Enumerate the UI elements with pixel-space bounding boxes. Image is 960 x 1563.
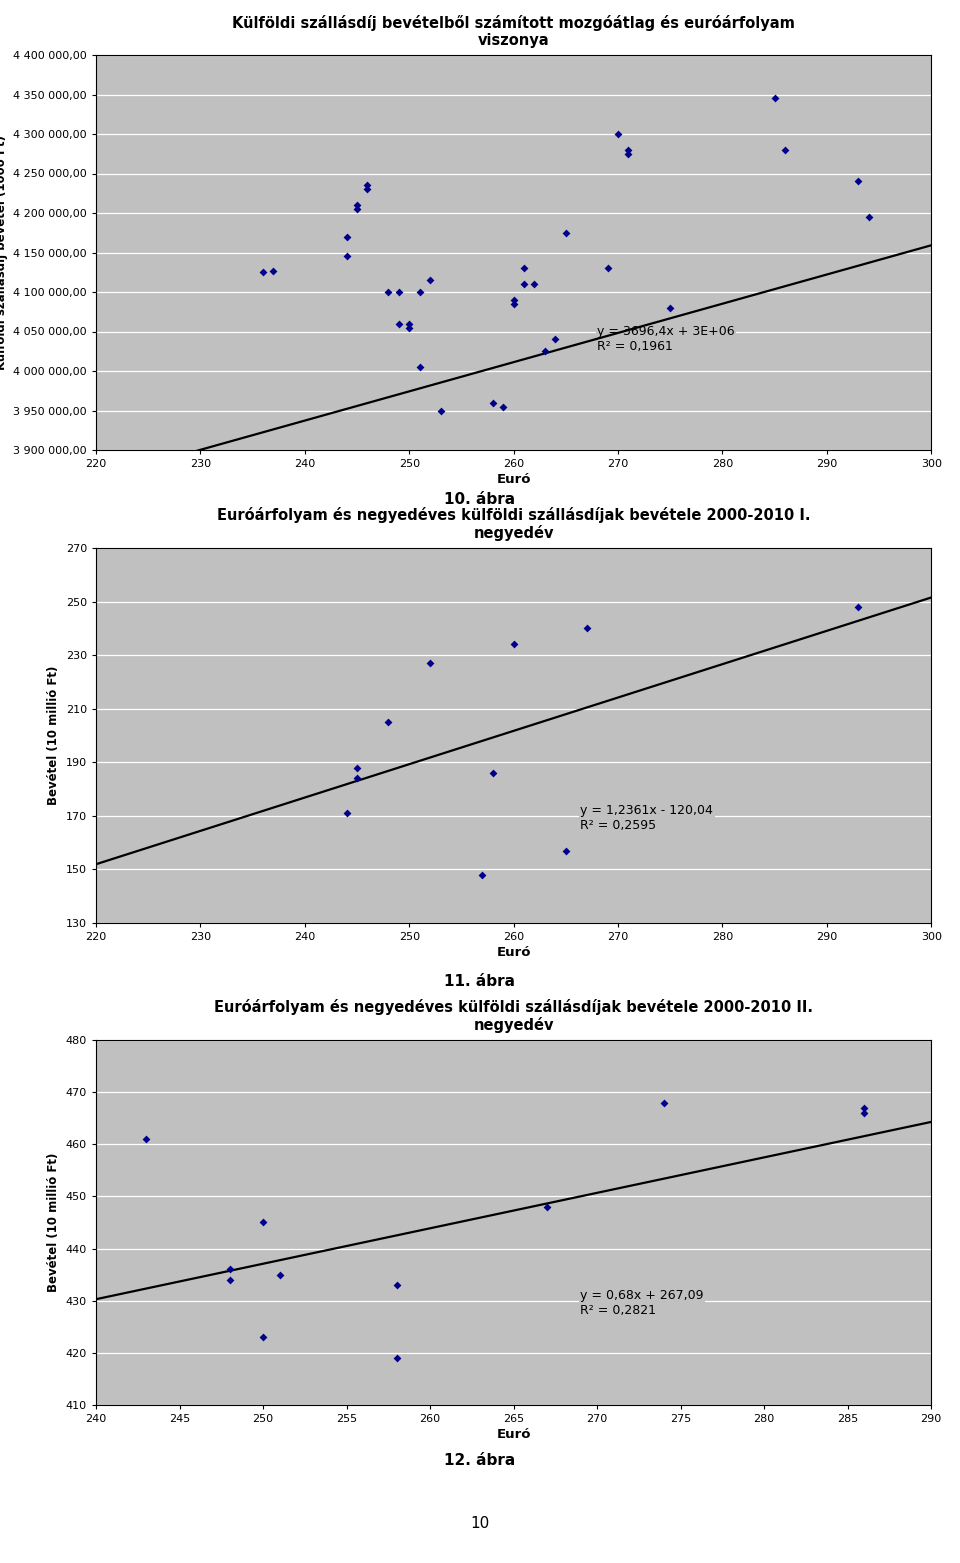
Y-axis label: Külföldi szállásdíj bevétel (1000 Ft): Külföldi szállásdíj bevétel (1000 Ft): [0, 134, 8, 370]
Point: [621, 141, 636, 166]
Point: [558, 220, 573, 245]
Point: [412, 280, 427, 305]
Text: 10. ábra: 10. ábra: [444, 491, 516, 506]
Point: [611, 122, 626, 147]
Point: [401, 311, 417, 336]
Point: [389, 1346, 404, 1371]
Text: y = 1,2361x - 120,04
R² = 0,2595: y = 1,2361x - 120,04 R² = 0,2595: [581, 803, 713, 832]
X-axis label: Euró: Euró: [496, 474, 531, 486]
Text: 11. ábra: 11. ábra: [444, 974, 516, 989]
Point: [527, 272, 542, 297]
Point: [401, 316, 417, 341]
Point: [339, 224, 354, 249]
Point: [851, 594, 866, 619]
Point: [255, 259, 271, 284]
Point: [516, 256, 532, 281]
Point: [485, 761, 500, 786]
Title: Euróárfolyam és negyedéves külföldi szállásdíjak bevétele 2000-2010 I.
negyedév: Euróárfolyam és negyedéves külföldi szál…: [217, 506, 810, 541]
Point: [540, 1194, 555, 1219]
Point: [506, 288, 521, 313]
Point: [856, 1100, 872, 1125]
Point: [433, 399, 448, 424]
Point: [621, 138, 636, 163]
Text: 12. ábra: 12. ábra: [444, 1452, 516, 1468]
Point: [778, 138, 793, 163]
Point: [272, 1263, 287, 1288]
Point: [391, 280, 406, 305]
Point: [506, 631, 521, 656]
Point: [516, 272, 532, 297]
X-axis label: Euró: Euró: [496, 946, 531, 960]
Point: [506, 291, 521, 316]
Point: [381, 710, 396, 735]
Text: y = 3696,4x + 3E+06
R² = 0,1961: y = 3696,4x + 3E+06 R² = 0,1961: [597, 325, 734, 353]
Point: [851, 169, 866, 194]
Point: [222, 1257, 237, 1282]
X-axis label: Euró: Euró: [496, 1429, 531, 1441]
Point: [349, 766, 365, 791]
Text: 10: 10: [470, 1516, 490, 1532]
Point: [485, 391, 500, 416]
Point: [548, 327, 564, 352]
Point: [767, 86, 782, 111]
Point: [222, 1268, 237, 1293]
Point: [657, 1089, 672, 1114]
Point: [381, 280, 396, 305]
Point: [266, 258, 281, 283]
Point: [349, 192, 365, 217]
Point: [474, 863, 490, 888]
Point: [861, 205, 876, 230]
Point: [579, 616, 594, 641]
Point: [538, 339, 553, 364]
Point: [360, 173, 375, 199]
Point: [349, 197, 365, 222]
Point: [360, 177, 375, 202]
Point: [600, 256, 615, 281]
Title: Külföldi szállásdíj bevételből számított mozgóátlag és euróárfolyam
viszonya: Külföldi szállásdíj bevételből számított…: [232, 16, 795, 48]
Point: [138, 1127, 154, 1152]
Point: [349, 755, 365, 780]
Point: [662, 295, 678, 320]
Text: y = 0,68x + 267,09
R² = 0,2821: y = 0,68x + 267,09 R² = 0,2821: [581, 1289, 704, 1316]
Point: [255, 1210, 271, 1235]
Point: [255, 1325, 271, 1350]
Title: Euróárfolyam és negyedéves külföldi szállásdíjak bevétele 2000-2010 II.
negyedév: Euróárfolyam és negyedéves külföldi szál…: [214, 999, 813, 1033]
Point: [339, 800, 354, 825]
Point: [339, 244, 354, 269]
Y-axis label: Bevétel (10 millió Ft): Bevétel (10 millió Ft): [47, 1153, 60, 1293]
Point: [856, 1096, 872, 1121]
Point: [558, 838, 573, 863]
Point: [422, 267, 438, 292]
Point: [389, 1272, 404, 1297]
Point: [391, 311, 406, 336]
Point: [422, 650, 438, 675]
Point: [412, 355, 427, 380]
Y-axis label: Bevétel (10 millió Ft): Bevétel (10 millió Ft): [47, 666, 60, 805]
Point: [495, 394, 511, 419]
